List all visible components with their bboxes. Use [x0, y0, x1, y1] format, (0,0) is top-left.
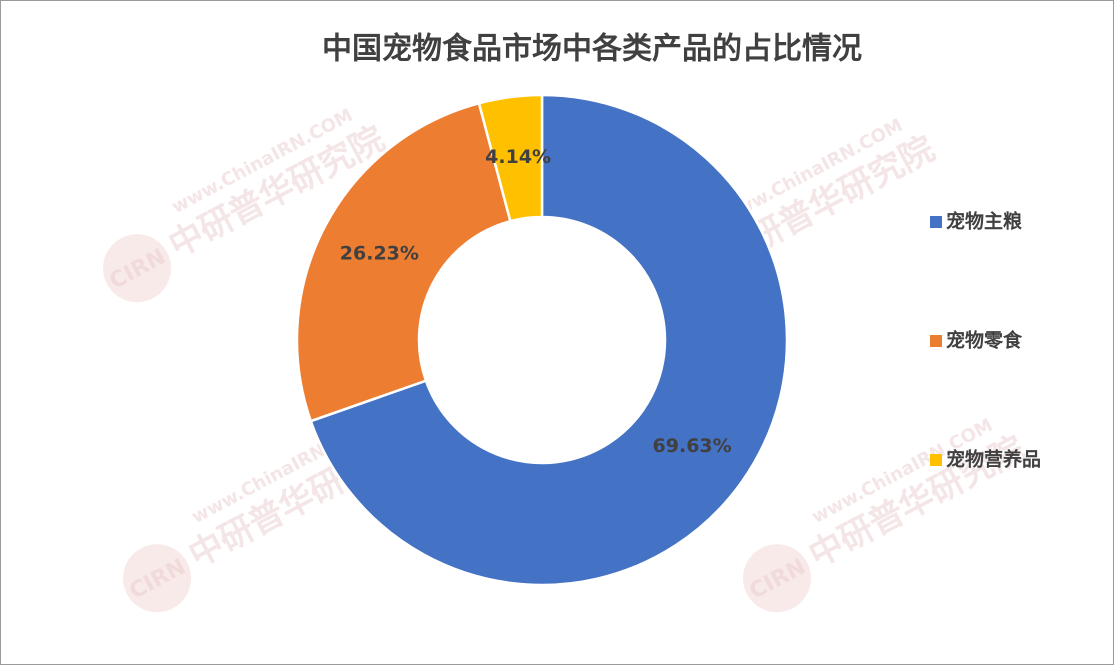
legend-label: 宠物主粮	[946, 210, 1022, 233]
legend-swatch	[930, 454, 942, 466]
legend-swatch	[930, 216, 942, 228]
data-label: 4.14%	[485, 146, 551, 168]
donut-slice	[309, 93, 789, 587]
legend-swatch	[930, 335, 942, 347]
data-label: 26.23%	[340, 242, 419, 264]
donut-slice	[295, 101, 512, 423]
watermark-logo-circle	[743, 544, 812, 613]
legend-label: 宠物营养品	[946, 448, 1041, 471]
chart-title: 中国宠物食品市场中各类产品的占比情况	[322, 32, 862, 67]
data-label: 69.63%	[653, 435, 732, 457]
watermark-logo-circle	[123, 544, 192, 613]
watermark-logo-circle	[103, 234, 172, 303]
donut-slice	[477, 93, 544, 223]
legend-label: 宠物零食	[946, 329, 1023, 352]
